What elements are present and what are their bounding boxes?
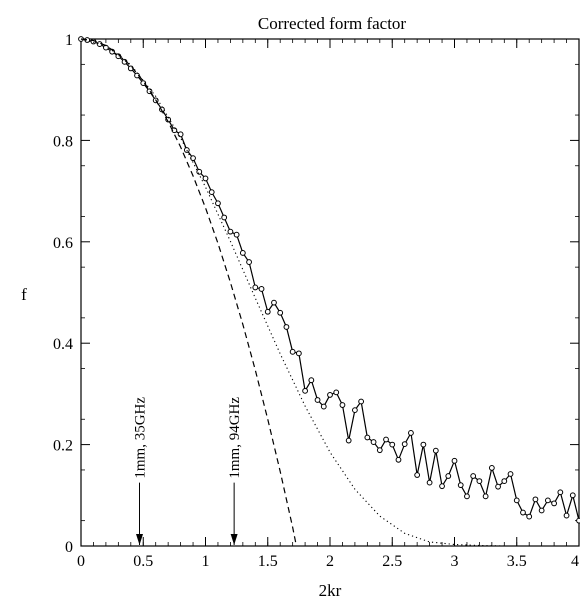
data-point bbox=[283, 324, 290, 330]
data-point bbox=[352, 407, 358, 414]
data-point bbox=[439, 483, 445, 490]
x-tick-label-4: 2 bbox=[326, 553, 334, 570]
data-point bbox=[258, 286, 265, 292]
data-series bbox=[78, 36, 580, 547]
data-point bbox=[507, 471, 514, 477]
data-point bbox=[364, 434, 371, 441]
data-point bbox=[320, 403, 327, 410]
data-point bbox=[520, 509, 526, 516]
data-point bbox=[389, 441, 396, 448]
series-line-solid-markers bbox=[80, 38, 580, 521]
axis-ticks: 0 0.5 1 1.5 2 2.5 3 3.5 4 0 0.2 0.4 0.6 0.8 1 bbox=[53, 32, 580, 570]
data-point bbox=[576, 517, 580, 524]
data-point bbox=[376, 447, 383, 454]
data-point bbox=[277, 309, 284, 316]
data-point bbox=[408, 430, 414, 436]
data-point bbox=[264, 308, 271, 315]
data-point bbox=[457, 482, 464, 489]
data-point bbox=[569, 492, 576, 499]
data-point bbox=[551, 500, 557, 507]
data-point bbox=[420, 441, 427, 448]
y-axis-label: f bbox=[21, 285, 27, 304]
data-point bbox=[464, 493, 470, 500]
data-point bbox=[383, 436, 389, 443]
data-point bbox=[495, 483, 501, 490]
x-tick-label-8: 4 bbox=[571, 553, 579, 570]
data-point bbox=[544, 497, 551, 504]
x-tick-label-7: 3.5 bbox=[507, 553, 527, 570]
data-point bbox=[445, 473, 452, 479]
data-point bbox=[476, 478, 483, 485]
annotation-arrowhead-0 bbox=[136, 534, 144, 545]
data-point bbox=[314, 397, 321, 403]
x-tick-label-5: 2.5 bbox=[382, 553, 402, 570]
data-point bbox=[246, 259, 252, 265]
data-point bbox=[289, 348, 296, 355]
annotations: 1mm, 35GHz 1mm, 94GHz bbox=[133, 397, 243, 545]
data-point bbox=[308, 377, 315, 384]
data-point bbox=[233, 231, 240, 238]
data-point bbox=[526, 513, 533, 520]
data-point bbox=[327, 392, 333, 398]
data-point bbox=[532, 496, 539, 503]
annotation-arrowhead-1 bbox=[230, 534, 238, 545]
data-point bbox=[202, 175, 209, 182]
data-point bbox=[227, 228, 234, 235]
annotation-label-1: 1mm, 94GHz bbox=[227, 397, 243, 479]
y-tick-label-2: 0.4 bbox=[53, 336, 73, 353]
data-point bbox=[451, 457, 458, 464]
data-point bbox=[432, 447, 439, 454]
data-point bbox=[339, 402, 346, 408]
data-point bbox=[370, 439, 377, 445]
data-point bbox=[302, 387, 309, 394]
data-point bbox=[345, 437, 352, 444]
x-axis-label: 2kr bbox=[319, 581, 342, 600]
y-tick-label-1: 0.2 bbox=[53, 438, 73, 455]
x-tick-label-2: 1 bbox=[202, 553, 210, 570]
data-point bbox=[252, 284, 259, 291]
data-point bbox=[221, 214, 228, 221]
data-point bbox=[271, 299, 277, 306]
data-point bbox=[563, 512, 570, 519]
data-point bbox=[183, 147, 190, 153]
series-line-dashed bbox=[80, 38, 297, 547]
data-point bbox=[557, 489, 564, 496]
series-line-dotted bbox=[80, 38, 579, 547]
data-point bbox=[538, 507, 545, 514]
data-point bbox=[295, 350, 302, 357]
x-tick-label-6: 3 bbox=[451, 553, 459, 570]
data-point bbox=[208, 189, 215, 196]
x-tick-label-1: 0.5 bbox=[133, 553, 153, 570]
data-point bbox=[215, 200, 221, 207]
y-tick-label-3: 0.6 bbox=[53, 235, 73, 252]
y-tick-label-0: 0 bbox=[65, 539, 73, 556]
plot-frame bbox=[80, 38, 580, 547]
data-point bbox=[333, 389, 340, 396]
y-tick-label-5: 1 bbox=[65, 32, 73, 49]
data-point bbox=[395, 456, 402, 463]
data-point bbox=[426, 479, 433, 486]
data-point bbox=[470, 473, 477, 479]
data-point bbox=[488, 465, 495, 471]
data-point bbox=[414, 472, 421, 478]
data-point bbox=[513, 497, 520, 504]
annotation-label-0: 1mm, 35GHz bbox=[133, 397, 149, 479]
x-tick-label-0: 0 bbox=[77, 553, 85, 570]
data-point bbox=[196, 168, 203, 175]
data-point bbox=[401, 441, 408, 447]
x-tick-label-3: 1.5 bbox=[258, 553, 278, 570]
data-point bbox=[239, 250, 246, 256]
y-tick-label-4: 0.8 bbox=[53, 133, 73, 150]
data-point bbox=[501, 478, 508, 485]
data-point bbox=[482, 493, 489, 500]
chart-title: Corrected form factor bbox=[258, 14, 407, 33]
data-point bbox=[358, 398, 365, 405]
